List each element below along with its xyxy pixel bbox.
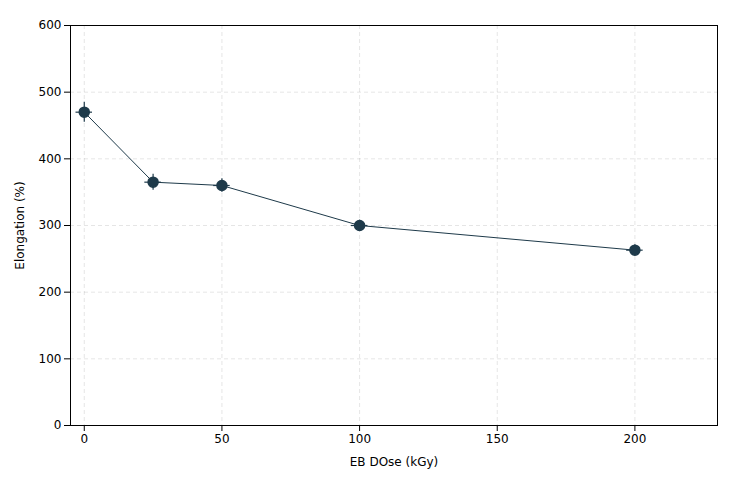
svg-text:50: 50: [214, 432, 229, 446]
svg-text:500: 500: [39, 85, 62, 99]
svg-text:200: 200: [39, 285, 62, 299]
svg-text:100: 100: [348, 432, 371, 446]
svg-text:400: 400: [39, 152, 62, 166]
svg-text:Elongation (%): Elongation (%): [13, 181, 27, 269]
svg-text:0: 0: [80, 432, 88, 446]
svg-text:300: 300: [39, 218, 62, 232]
svg-text:200: 200: [623, 432, 646, 446]
svg-text:600: 600: [39, 18, 62, 32]
svg-text:100: 100: [39, 352, 62, 366]
svg-text:150: 150: [486, 432, 509, 446]
svg-text:EB DOse (kGy): EB DOse (kGy): [350, 455, 438, 469]
svg-text:0: 0: [54, 418, 62, 432]
